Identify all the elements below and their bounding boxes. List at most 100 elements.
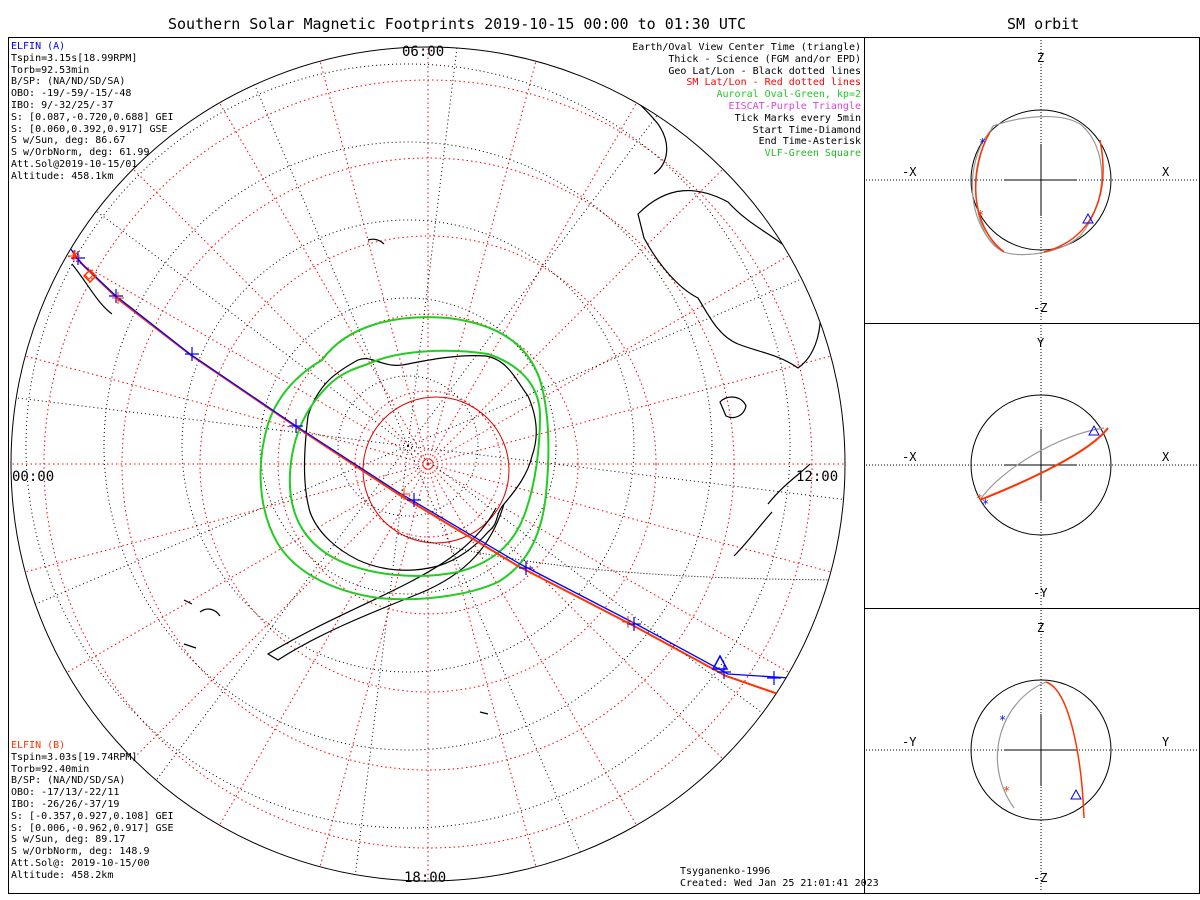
clock-label-bottom: 18:00 bbox=[404, 870, 447, 886]
geo-lat-ring bbox=[103, 141, 713, 751]
elfin-b-info-line: IBO: -26/26/-37/19 bbox=[11, 798, 120, 810]
tasmania-coastline bbox=[719, 396, 747, 419]
panel-axis-label-down: -Y bbox=[1033, 586, 1048, 600]
sm-lon-line bbox=[427, 463, 810, 685]
sm-lon-line bbox=[427, 47, 543, 465]
footer: Tsyganenko-1996 Created: Wed Jan 25 21:0… bbox=[680, 866, 879, 890]
legend-item: EISCAT-Purple Triangle bbox=[728, 100, 861, 112]
elfin-b-info-line: Altitude: 458.2km bbox=[11, 869, 114, 881]
sm-lat-ring bbox=[43, 79, 813, 849]
elfin-b-info-line: S: [0.006,-0.962,0.917] GSE bbox=[11, 822, 174, 834]
elfin-a-info-line: IBO: 9/-32/25/-37 bbox=[11, 99, 114, 111]
elfin-tracks bbox=[68, 247, 791, 697]
geo-lon-line bbox=[11, 389, 409, 447]
geo-lon-line bbox=[407, 78, 686, 447]
legend-item: VLF-Green Square bbox=[764, 148, 861, 160]
tick-mark-b bbox=[112, 292, 124, 304]
panel-asterisk: * bbox=[999, 713, 1006, 727]
sm-lon-line bbox=[46, 463, 429, 685]
panel-asterisk-b: * bbox=[977, 208, 984, 222]
elfin-b-info-line: B/SP: (NA/ND/SD/SA) bbox=[11, 775, 126, 787]
tick-mark bbox=[289, 419, 303, 433]
legend-item: End Time-Asterisk bbox=[758, 136, 861, 148]
sm-lon-line bbox=[313, 47, 429, 465]
sm-lon-line bbox=[313, 463, 429, 881]
geo-latlon-grid bbox=[11, 47, 845, 881]
tick-mark-b bbox=[398, 488, 410, 500]
sm-lat-ring bbox=[277, 313, 579, 615]
orbit-panel-2: Y -Y -X X ** bbox=[866, 325, 1198, 605]
elfin-a-info-line: S: [0.060,0.392,0.917] GSE bbox=[11, 123, 168, 135]
panel-axis-label-up: Z bbox=[1037, 621, 1044, 635]
elfin-a-name: ELFIN (A) bbox=[11, 41, 66, 52]
panel-triangle bbox=[1082, 212, 1094, 224]
sm-lon-line bbox=[116, 152, 429, 465]
elfin-a-info-line: Altitude: 458.1km bbox=[11, 170, 114, 182]
panel-axis-label-left: -X bbox=[902, 165, 917, 179]
geo-lon-line bbox=[407, 47, 465, 447]
legend-item: Start Time-Diamond bbox=[752, 124, 861, 136]
australia-coastline bbox=[637, 189, 822, 369]
clock-label-top: 06:00 bbox=[402, 44, 445, 60]
orbit-gray bbox=[979, 427, 1105, 501]
terminator-line bbox=[397, 533, 845, 581]
sm-polar-circle bbox=[362, 396, 510, 544]
map-legend: Earth/Oval View Center Time (triangle) Th… bbox=[632, 42, 861, 160]
elfin-a-info-line: Torb=92.53min bbox=[11, 64, 90, 76]
elfin-b-name: ELFIN (B) bbox=[11, 740, 66, 751]
legend-item: Tick Marks every 5min bbox=[734, 112, 861, 124]
orbit-gray bbox=[996, 681, 1047, 809]
panel-asterisk-b: * bbox=[976, 492, 983, 505]
elfin-a-info-line: Tspin=3.15s[18.99RPM] bbox=[11, 52, 138, 64]
legend-item: Auroral Oval-Green, kp=2 bbox=[716, 89, 862, 101]
auroral-oval-outer bbox=[259, 316, 550, 601]
elfin-b-info: ELFIN (B) Tspin=3.03s[19.74RPM] Torb=92.4… bbox=[11, 740, 174, 882]
auroral-oval bbox=[259, 316, 550, 601]
panel-axis-label-up: Z bbox=[1037, 51, 1044, 65]
panel-axis-label-down: -Z bbox=[1033, 871, 1047, 885]
panel-asterisk: * bbox=[982, 497, 989, 511]
coastlines bbox=[37, 63, 822, 715]
elfin-a-info-line: OBO: -19/-59/-15/-48 bbox=[11, 88, 132, 100]
view-center-triangle bbox=[711, 654, 729, 670]
tick-mark bbox=[109, 289, 123, 303]
antarctica-coastline bbox=[303, 355, 537, 571]
start-diamond-inner bbox=[84, 270, 94, 280]
orbit-red bbox=[1043, 139, 1104, 253]
elfin-b-info-line: Tspin=3.03s[19.74RPM] bbox=[11, 751, 138, 763]
geo-lat-ring bbox=[181, 219, 635, 673]
panel-asterisk: * bbox=[979, 136, 986, 150]
geo-lon-line bbox=[407, 445, 776, 724]
sm-orbit-title: SM orbit bbox=[1007, 15, 1080, 33]
sm-lon-line bbox=[207, 463, 429, 846]
auroral-oval-inner bbox=[288, 349, 542, 577]
geo-lat-ring bbox=[25, 63, 791, 829]
tick-mark bbox=[717, 665, 731, 679]
elfin-a-info-line: S w/OrbNorm, deg: 61.99 bbox=[11, 147, 150, 159]
sm-lon-line bbox=[207, 82, 429, 465]
polar-map bbox=[10, 46, 846, 882]
elfin-b-info-line: S: [-0.357,0.927,0.108] GEI bbox=[11, 810, 174, 822]
earth-outline bbox=[970, 679, 1112, 821]
legend-item: Geo Lat/Lon - Black dotted lines bbox=[668, 65, 861, 77]
antarctic-peninsula-coastline bbox=[266, 503, 505, 661]
geo-lon-line bbox=[407, 265, 832, 447]
panel-triangle bbox=[1088, 424, 1100, 436]
panel-asterisk-b: * bbox=[1003, 784, 1010, 798]
sm-lon-line bbox=[46, 243, 429, 465]
geo-lon-line bbox=[130, 445, 409, 814]
geo-lon-line bbox=[351, 445, 409, 881]
elfin-a-info-line: S: [0.087,-0.720,0.688] GEI bbox=[11, 111, 174, 123]
panel-axis-label-right: Y bbox=[1162, 735, 1170, 749]
elfin-a-track bbox=[69, 247, 791, 679]
sm-lon-line bbox=[11, 463, 429, 579]
sm-lon-line bbox=[427, 463, 649, 846]
elfin-b-info-line: OBO: -17/13/-22/11 bbox=[11, 787, 120, 799]
tick-mark bbox=[627, 617, 641, 631]
orbit-panel-1: Z -Z -X X * * bbox=[866, 40, 1198, 320]
orbit-red bbox=[1045, 681, 1085, 819]
elfin-a-info-line: Att.Sol@2019-10-15/01 bbox=[11, 158, 138, 170]
tick-mark bbox=[519, 561, 533, 575]
elfin-b-info-line: Att.Sol@: 2019-10-15/00 bbox=[11, 857, 150, 869]
